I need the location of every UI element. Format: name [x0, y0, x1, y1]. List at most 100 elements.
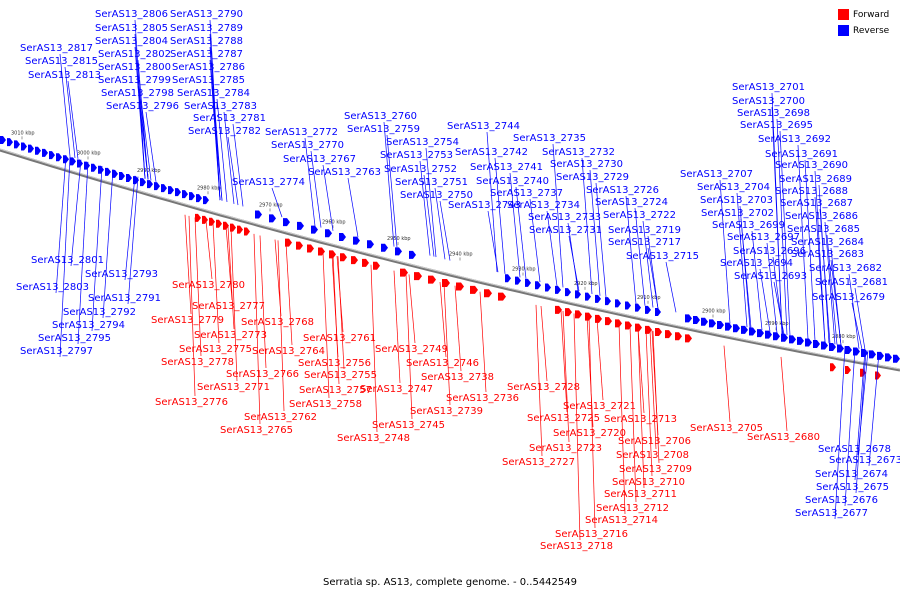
reverse-gene-arrow [98, 165, 104, 174]
forward-gene-label: SerAS13_2728 [507, 382, 580, 393]
forward-leader-line [439, 281, 447, 358]
forward-gene-arrow [202, 215, 208, 224]
reverse-gene-arrow [367, 240, 374, 249]
reverse-gene-label: SerAS13_2690 [775, 160, 848, 171]
reverse-gene-label: SerAS13_2790 [170, 9, 243, 20]
forward-leader-line [405, 273, 413, 420]
reverse-leader-line [322, 164, 334, 231]
reverse-gene-arrow [325, 229, 332, 238]
forward-leader-line [479, 291, 487, 393]
reverse-gene-arrow [126, 174, 132, 183]
reverse-gene-arrow [709, 319, 716, 328]
reverse-gene-arrow [555, 285, 561, 294]
tick-label: 2930 kbp [512, 267, 536, 273]
reverse-gene-label: SerAS13_2731 [529, 225, 602, 236]
reverse-gene-label: SerAS13_2806 [95, 9, 168, 20]
reverse-leader-line [145, 111, 157, 182]
reverse-leader-line [773, 281, 785, 335]
forward-leader-line [194, 217, 202, 357]
reverse-gene-arrow [625, 301, 631, 310]
reverse-gene-arrow [605, 297, 611, 306]
reverse-gene-label: SerAS13_2675 [816, 482, 889, 493]
forward-gene-arrow [362, 258, 369, 267]
forward-gene-label: SerAS13_2721 [563, 401, 636, 412]
forward-leader-line [723, 345, 731, 423]
reverse-gene-label: SerAS13_2698 [737, 108, 810, 119]
forward-leader-line [253, 233, 261, 425]
reverse-gene-label: SerAS13_2724 [595, 197, 668, 208]
forward-leader-line [205, 220, 213, 280]
forward-gene-label: SerAS13_2705 [690, 423, 763, 434]
forward-gene-label: SerAS13_2757 [299, 385, 372, 396]
reverse-gene-arrow [77, 159, 83, 168]
forward-gene-label: SerAS13_2762 [244, 412, 317, 423]
reverse-gene-label: SerAS13_2799 [98, 75, 171, 86]
reverse-leader-line [719, 179, 731, 324]
reverse-gene-label: SerAS13_2804 [95, 36, 168, 47]
forward-leader-line [562, 311, 570, 443]
reverse-gene-arrow [203, 196, 209, 205]
forward-gene-arrow [685, 334, 692, 343]
forward-gene-arrow [655, 327, 662, 336]
reverse-leader-line [776, 118, 788, 336]
forward-gene-label: SerAS13_2780 [172, 280, 245, 291]
reverse-gene-arrow [515, 276, 521, 285]
reverse-gene-arrow [297, 221, 304, 230]
reverse-gene-label: SerAS13_2770 [271, 140, 344, 151]
reverse-leader-line [589, 169, 601, 296]
reverse-gene-arrow [565, 288, 571, 297]
reverse-leader-line [854, 287, 866, 350]
forward-gene-arrow [195, 213, 201, 222]
reverse-gene-arrow [701, 317, 708, 326]
forward-gene-arrow [428, 275, 436, 284]
forward-gene-label: SerAS13_2768 [241, 317, 314, 328]
forward-leader-line [230, 227, 238, 382]
forward-leader-line [225, 226, 233, 301]
forward-gene-arrow [470, 285, 478, 294]
reverse-gene-arrow [35, 146, 41, 155]
tick-label: 3000 kbp [77, 150, 101, 156]
reverse-leader-line [347, 177, 359, 238]
reverse-gene-arrow [353, 236, 360, 245]
reverse-leader-line [830, 259, 842, 346]
reverse-gene-arrow [175, 188, 181, 197]
reverse-gene-label: SerAS13_2741 [470, 162, 543, 173]
forward-gene-label: SerAS13_2776 [155, 397, 228, 408]
reverse-gene-arrow [28, 144, 34, 153]
reverse-gene-arrow [885, 353, 892, 362]
tick-label: 2970 kbp [259, 202, 283, 208]
forward-leader-line [277, 240, 285, 412]
reverse-gene-arrow [595, 294, 601, 303]
forward-leader-line [573, 313, 581, 541]
reverse-leader-line [819, 208, 831, 344]
forward-gene-arrow [340, 253, 347, 262]
reverse-gene-label: SerAS13_2688 [775, 186, 848, 197]
reverse-leader-line [855, 350, 867, 494]
reverse-gene-label: SerAS13_2673 [829, 455, 900, 466]
reverse-leader-line [766, 242, 778, 334]
reverse-leader-line [127, 176, 139, 305]
forward-leader-line [184, 214, 192, 315]
tick-label: 2960 kbp [322, 219, 346, 225]
reverse-gene-label: SerAS13_2789 [170, 23, 243, 34]
reverse-gene-arrow [339, 232, 346, 241]
reverse-gene-label: SerAS13_2697 [727, 232, 800, 243]
tick-label: 2890 kbp [765, 321, 789, 327]
reverse-leader-line [647, 247, 659, 309]
reverse-gene-arrow [189, 192, 195, 201]
reverse-gene-arrow [140, 178, 146, 187]
reverse-gene-label: SerAS13_2687 [780, 198, 853, 209]
reverse-gene-arrow [409, 250, 416, 259]
reverse-gene-label: SerAS13_2737 [490, 188, 563, 199]
forward-gene-label: SerAS13_2711 [604, 489, 677, 500]
forward-gene-label: SerAS13_2680 [747, 432, 820, 443]
reverse-leader-line [59, 53, 71, 157]
genome-backbone-highlight [0, 148, 900, 370]
reverse-gene-arrow [42, 148, 48, 157]
reverse-gene-arrow [255, 210, 262, 219]
forward-gene-arrow [456, 282, 464, 291]
reverse-gene-label: SerAS13_2794 [52, 320, 125, 331]
forward-gene-arrow [845, 365, 851, 374]
reverse-leader-line [383, 121, 395, 247]
forward-gene-arrow [414, 272, 422, 281]
